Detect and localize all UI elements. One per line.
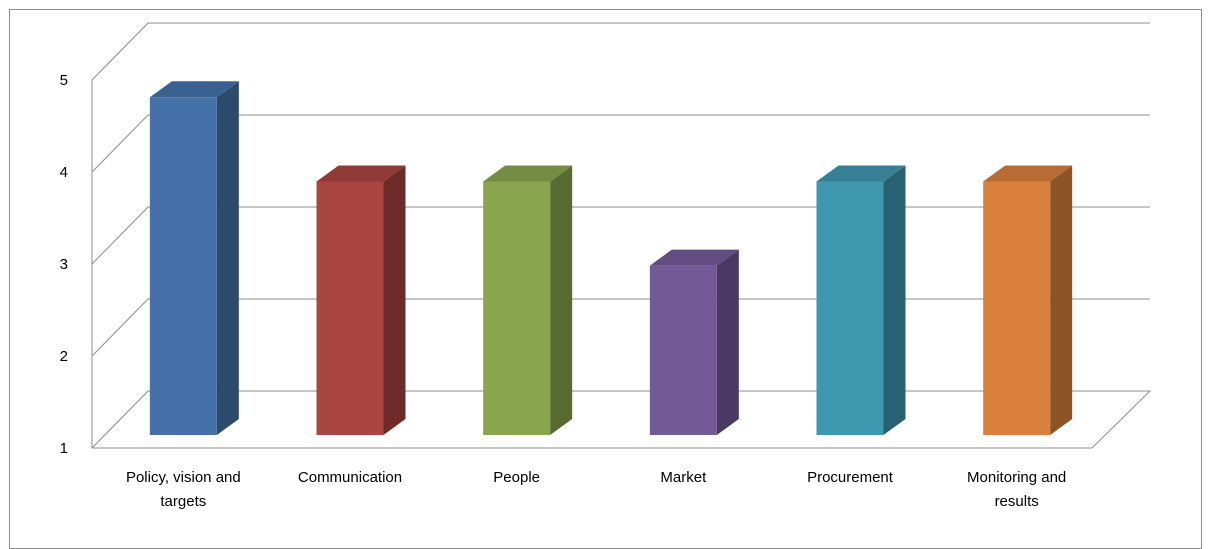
bar-front xyxy=(149,97,217,435)
bar-top xyxy=(983,165,1073,182)
bar-side xyxy=(883,165,906,435)
x-category-label: Policy, vision and targets xyxy=(126,469,241,510)
bar-top xyxy=(316,165,406,182)
y-tick-label: 2 xyxy=(60,348,68,365)
side-wall-line xyxy=(91,22,149,81)
bar-top xyxy=(816,165,906,182)
x-category-label: Market xyxy=(660,469,707,486)
bar-side xyxy=(1050,165,1073,435)
bar-front xyxy=(983,181,1051,435)
y-tick-label: 5 xyxy=(60,72,68,89)
bar-front xyxy=(316,181,384,435)
side-wall-line xyxy=(91,206,149,265)
bar xyxy=(983,165,1073,435)
bar xyxy=(316,165,406,435)
chart-floor xyxy=(92,390,1152,449)
bar xyxy=(149,81,239,435)
y-tick-label: 4 xyxy=(60,164,68,181)
x-category-label: People xyxy=(493,469,540,486)
y-tick-label: 3 xyxy=(60,256,68,273)
bar xyxy=(649,249,739,435)
bar xyxy=(483,165,573,435)
y-tick-label: 1 xyxy=(60,440,68,457)
side-wall-line xyxy=(91,390,149,449)
x-category-label: Monitoring and results xyxy=(967,469,1066,510)
bar-top xyxy=(149,81,239,98)
bar-side xyxy=(716,249,739,435)
bar-side xyxy=(216,81,239,435)
bar-side xyxy=(550,165,573,435)
bar-front xyxy=(483,181,551,435)
bar-side xyxy=(383,165,406,435)
x-category-label: Procurement xyxy=(807,469,894,486)
bar-front xyxy=(816,181,884,435)
bar-top xyxy=(649,249,739,266)
side-wall-line xyxy=(91,298,149,357)
bar-top xyxy=(483,165,573,182)
side-wall-line xyxy=(91,114,149,173)
bar-front xyxy=(649,265,717,435)
bar xyxy=(816,165,906,435)
x-category-label: Communication xyxy=(298,469,402,486)
bar-chart: 1 2 3 4 5 Policy, vision and targets Communicat… xyxy=(60,22,1152,510)
